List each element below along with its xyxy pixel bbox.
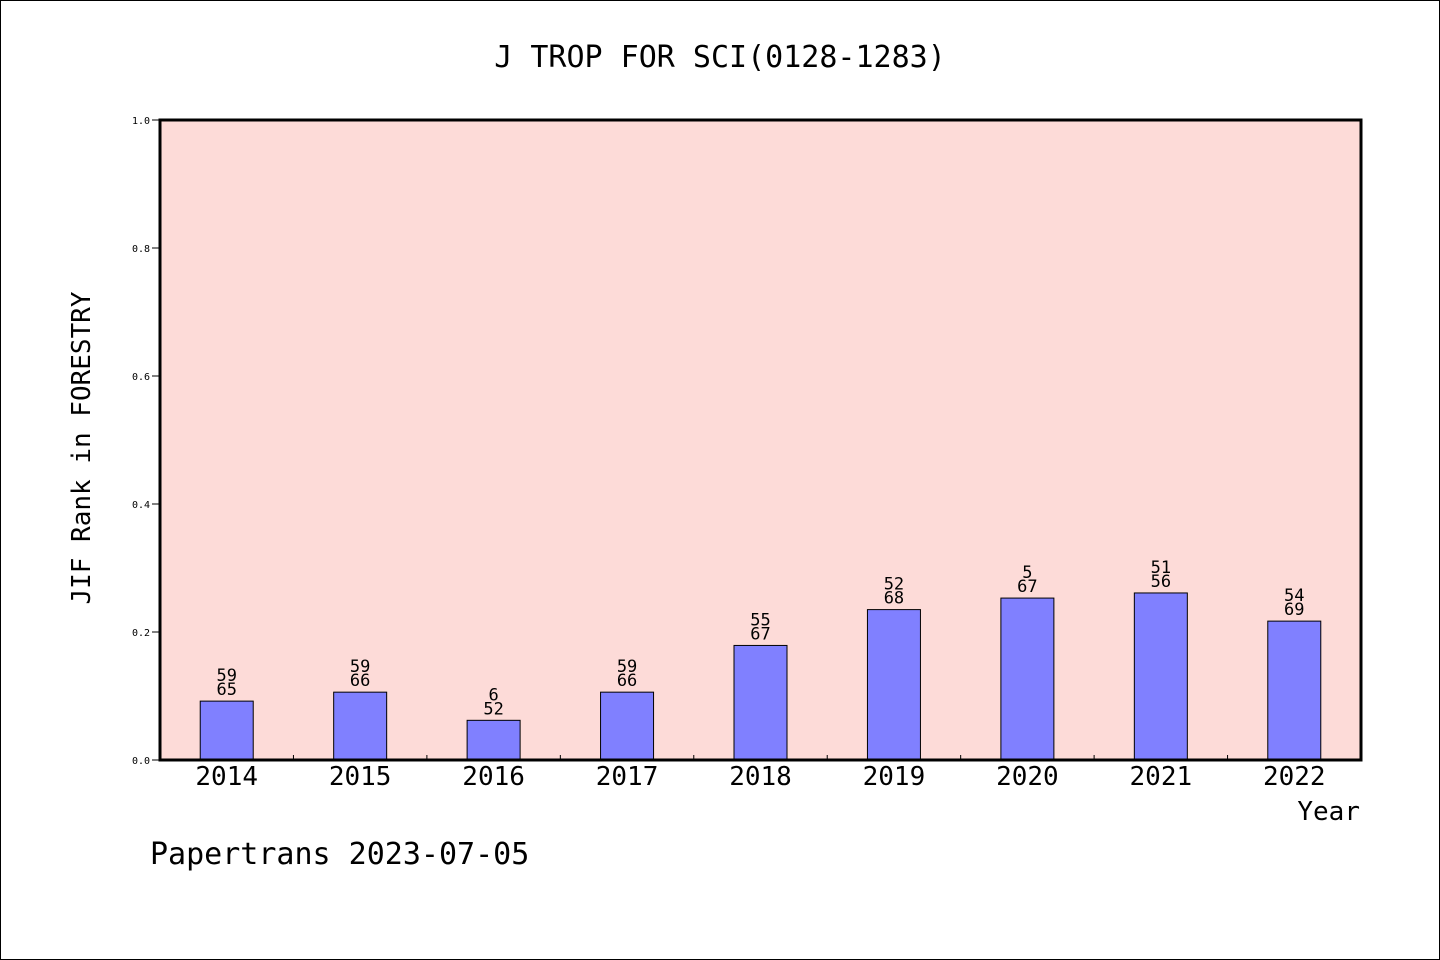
bar-2015 [333, 691, 388, 761]
x-tick-label-2022: 2022 [1263, 762, 1326, 792]
bar-2020 [1000, 597, 1055, 761]
bar-label-bottom-2022: 69 [1284, 600, 1304, 620]
bar-label-top-2022: 54 [1284, 586, 1304, 606]
x-tick-label-2017: 2017 [596, 762, 659, 792]
x-tick-label-2014: 2014 [195, 762, 258, 792]
x-tick-label-2019: 2019 [863, 762, 926, 792]
y-tick-label-0.4: 0.4 [132, 500, 150, 511]
y-tick-label-0.2: 0.2 [132, 628, 150, 639]
bar-label-top-2021: 51 [1151, 558, 1171, 578]
bar-label-bottom-2018: 67 [750, 624, 770, 644]
bar-label-bottom-2015: 66 [350, 671, 370, 691]
bar-label-bottom-2019: 68 [884, 589, 904, 609]
bar-2017 [600, 691, 655, 761]
y-tick-label-1.0: 1.0 [132, 116, 150, 127]
x-tick-label-2018: 2018 [729, 762, 792, 792]
bar-2014 [199, 700, 254, 761]
x-tick-label-2020: 2020 [996, 762, 1059, 792]
y-tick-label-0.6: 0.6 [132, 372, 150, 383]
bar-2019 [866, 609, 921, 761]
bar-label-top-2019: 52 [884, 575, 904, 595]
bar-label-top-2014: 59 [216, 666, 236, 686]
chart-title: J TROP FOR SCI(0128-1283) [494, 40, 946, 75]
bar-2016 [466, 719, 521, 761]
bar-label-top-2020: 5 [1022, 563, 1032, 583]
bar-label-top-2016: 6 [488, 685, 498, 705]
bar-label-bottom-2016: 52 [483, 699, 503, 719]
footer-credit: Papertrans 2023-07-05 [150, 837, 529, 872]
bar-label-top-2015: 59 [350, 657, 370, 677]
bar-2021 [1133, 592, 1188, 761]
x-tick-label-2016: 2016 [462, 762, 525, 792]
bar-label-bottom-2021: 56 [1151, 572, 1171, 592]
bar-label-top-2017: 59 [617, 657, 637, 677]
y-axis-label: JIF Rank in FORESTRY [67, 291, 97, 604]
plot-border [158, 118, 1363, 762]
bar-label-top-2018: 55 [750, 610, 770, 630]
y-axis: 0.0 0.2 0.4 0.6 0.8 1.0 [132, 116, 160, 767]
y-tick-label-0.0: 0.0 [132, 756, 150, 767]
x-tick-label-2015: 2015 [329, 762, 392, 792]
bar-2018 [733, 644, 788, 761]
x-axis-label: Year [1297, 797, 1360, 827]
y-tick-label-0.8: 0.8 [132, 244, 150, 255]
bar-label-bottom-2017: 66 [617, 671, 637, 691]
bar-2022 [1267, 620, 1322, 761]
x-axis: 2014 2015 2016 2017 2018 2019 2020 2021 2022 [195, 755, 1326, 792]
bar-label-bottom-2020: 67 [1017, 577, 1037, 597]
bar-label-bottom-2014: 65 [216, 680, 236, 700]
x-tick-label-2021: 2021 [1130, 762, 1193, 792]
bars-group [199, 592, 1322, 761]
